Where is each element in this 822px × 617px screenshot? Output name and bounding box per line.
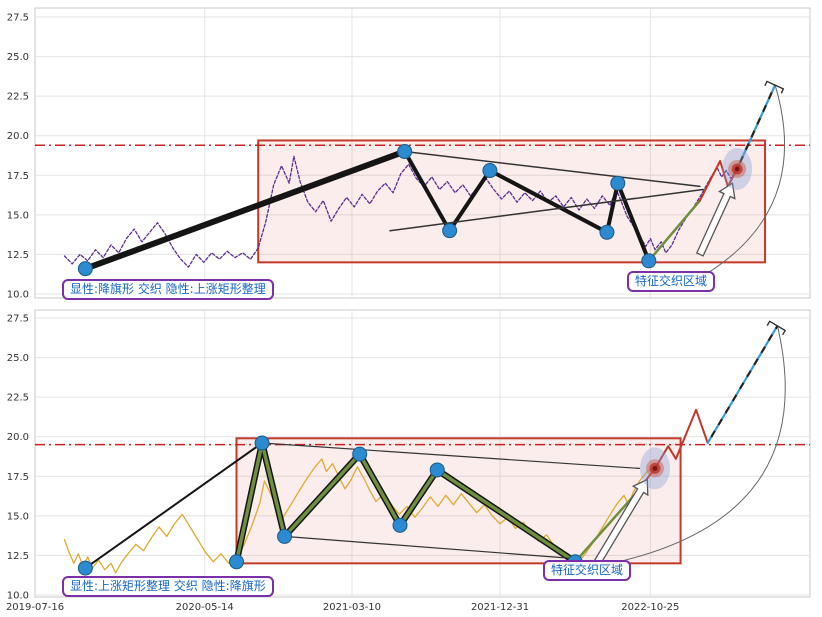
- y-tick-label: 27.5: [7, 13, 29, 24]
- y-tick-label: 17.5: [7, 171, 29, 182]
- forecast-endcap: [764, 80, 785, 94]
- bottom-feature-region-label: 特征交织区域: [543, 560, 632, 581]
- bottom-pattern-label: 显性:上涨矩形整理 交织 隐性:降旗形: [62, 576, 274, 597]
- x-tick-label: 2021-12-31: [471, 602, 529, 613]
- feature-region-box: [235, 437, 682, 565]
- trend-lower: [389, 188, 704, 232]
- forecast-line: [735, 83, 777, 171]
- target-center: [734, 166, 740, 172]
- top-chart: 27.5 25.0 22.5 20.0 17.5 15.0 12.5 10.0: [7, 7, 811, 301]
- pointer-arrow-icon: [695, 182, 736, 257]
- forecast-endcap: [766, 320, 787, 336]
- pivot-marker: [277, 528, 293, 544]
- pivot-marker: [397, 144, 413, 160]
- forecast-line: [706, 324, 779, 445]
- pivot-marker: [641, 253, 657, 269]
- y-tick-label: 10.0: [7, 290, 29, 301]
- y-tick-label: 12.5: [7, 551, 29, 562]
- pivot-marker: [77, 560, 93, 576]
- pivot-marker: [442, 223, 458, 239]
- projection-curve: [693, 84, 786, 282]
- y-tick-label: 27.5: [7, 314, 29, 325]
- trend-upper: [261, 442, 641, 469]
- pointer-arrow-icon: [593, 478, 649, 566]
- x-tick-label: 2020-05-14: [176, 602, 234, 613]
- y-tick-label: 15.0: [7, 511, 29, 522]
- feature-region-box: [257, 139, 767, 264]
- flag-zigzag: [402, 149, 651, 263]
- y-tick-label: 22.5: [7, 393, 29, 404]
- x-tick-label: 2021-03-10: [323, 602, 381, 613]
- pivot-marker: [229, 554, 244, 570]
- top-pattern-label: 显性:降旗形 交织 隐性:上涨矩形整理: [62, 279, 274, 300]
- trend-upper: [403, 150, 701, 188]
- recovery-green: [647, 199, 702, 263]
- projection-curve: [577, 325, 786, 571]
- y-tick-label: 22.5: [7, 92, 29, 103]
- y-tick-label: 25.0: [7, 52, 29, 63]
- y-tick-label: 25.0: [7, 353, 29, 364]
- x-tick-label: 2022-10-25: [621, 602, 679, 613]
- lead-in-line: [84, 442, 264, 570]
- pivot-marker: [482, 163, 498, 179]
- recovery-red: [698, 160, 739, 202]
- target-center: [652, 465, 658, 471]
- top-feature-region-label: 特征交织区域: [627, 271, 716, 292]
- forecast-line-alt: [706, 325, 779, 444]
- pivot-marker: [599, 224, 615, 240]
- trend-lower: [284, 535, 576, 560]
- pivot-marker: [610, 175, 626, 191]
- pivot-marker: [77, 261, 93, 277]
- x-tick-label: 2019-07-16: [6, 602, 64, 613]
- pivot-marker: [429, 462, 445, 478]
- pivot-marker: [392, 517, 408, 533]
- pivot-marker: [254, 435, 270, 451]
- y-tick-label: 15.0: [7, 210, 29, 221]
- recovery-green: [573, 492, 637, 564]
- y-tick-label: 12.5: [7, 250, 29, 261]
- impulse-line: [82, 148, 408, 272]
- y-tick-label: 20.0: [7, 131, 29, 142]
- y-tick-label: 10.0: [7, 591, 29, 602]
- pivot-marker: [352, 446, 368, 462]
- bottom-chart: 27.5 25.0 22.5 20.0 17.5 15.0 12.5 10.02019-07-…: [6, 309, 811, 613]
- y-tick-label: 17.5: [7, 472, 29, 483]
- y-tick-label: 20.0: [7, 432, 29, 443]
